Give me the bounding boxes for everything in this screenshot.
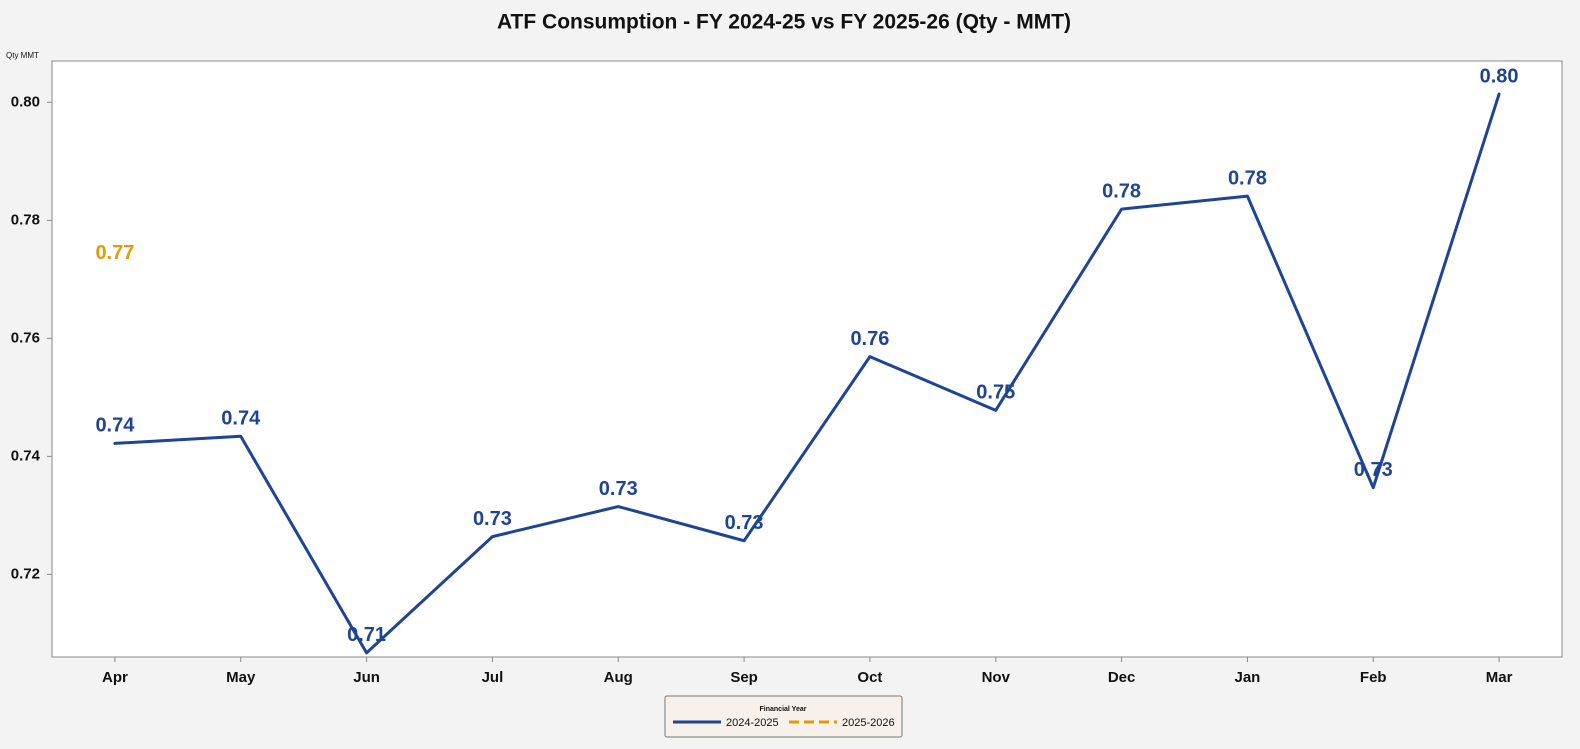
y-tick-label: 0.78 [11, 211, 40, 228]
chart-title: ATF Consumption - FY 2024-25 vs FY 2025-… [497, 11, 1071, 34]
data-label: 0.76 [850, 328, 889, 350]
data-label: 0.74 [95, 415, 135, 437]
data-label: 0.78 [1102, 180, 1141, 202]
data-label: 0.73 [725, 512, 764, 534]
data-label: 0.78 [1228, 167, 1267, 189]
x-tick-label: Jan [1234, 669, 1260, 686]
legend-label: 2025-2026 [842, 717, 895, 729]
y-axis-title: Qty MMT [6, 51, 39, 60]
y-tick-label: 0.74 [11, 447, 41, 464]
legend-label: 2024-2025 [726, 717, 779, 729]
x-tick-label: Apr [102, 669, 128, 686]
plot-area [51, 60, 1563, 658]
legend-box [664, 695, 903, 738]
x-tick-label: Jul [482, 669, 504, 686]
data-label: 0.73 [1354, 459, 1393, 481]
data-label: 0.71 [347, 624, 386, 646]
x-tick-label: Nov [982, 669, 1011, 686]
y-tick-label: 0.72 [11, 565, 40, 582]
data-label: 0.75 [976, 382, 1015, 404]
x-tick-label: Oct [857, 669, 882, 686]
x-tick-label: May [226, 669, 256, 686]
legend-title: Financial Year [760, 706, 807, 713]
x-tick-label: Feb [1360, 669, 1387, 686]
x-tick-label: Aug [604, 669, 633, 686]
y-tick-label: 0.80 [11, 93, 40, 110]
data-label: 0.80 [1480, 65, 1519, 87]
data-label: 0.73 [599, 478, 638, 500]
x-tick-label: Dec [1108, 669, 1136, 686]
data-label: 0.74 [221, 408, 261, 430]
x-tick-label: Jun [353, 669, 380, 686]
y-tick-label: 0.76 [11, 329, 40, 346]
data-label: 0.77 [95, 242, 134, 264]
data-label: 0.73 [473, 508, 512, 530]
x-tick-label: Sep [730, 669, 758, 686]
series-line [113, 92, 1501, 655]
x-tick-label: Mar [1486, 669, 1513, 686]
